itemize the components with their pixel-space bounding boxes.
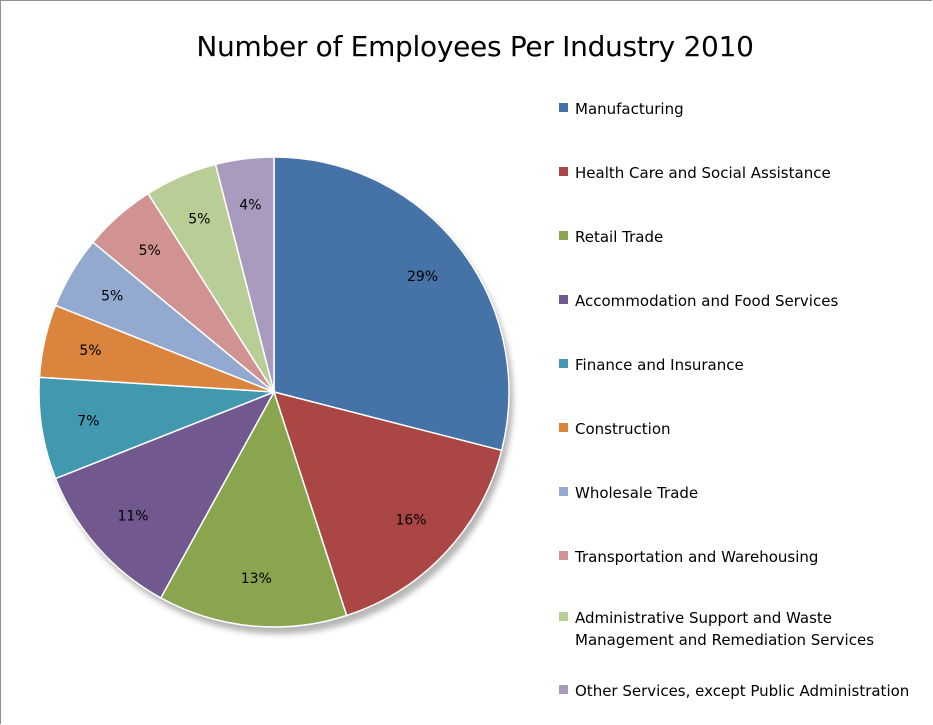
pie-slice-1 xyxy=(273,156,510,452)
legend-label: Health Care and Social Assistance xyxy=(575,164,831,182)
legend-swatch xyxy=(559,551,568,560)
slice-label-8: 5% xyxy=(139,243,161,259)
legend-label: Transportation and Warehousing xyxy=(575,548,819,566)
chart-title: Number of Employees Per Industry 2010 xyxy=(196,30,754,63)
slice-label-9: 5% xyxy=(188,212,210,228)
legend-swatch xyxy=(559,359,568,368)
legend-label: Accommodation and Food Services xyxy=(575,292,839,310)
legend-swatch xyxy=(559,167,568,176)
legend-swatch xyxy=(559,103,568,112)
legend-swatch xyxy=(559,487,568,496)
legend-label: Construction xyxy=(575,420,671,438)
legend-label: Manufacturing xyxy=(575,100,684,118)
pie-slice-2 xyxy=(272,390,503,617)
slice-label-7: 5% xyxy=(101,288,123,304)
legend-swatch xyxy=(559,423,568,432)
legend-label: Administrative Support and Waste Managem… xyxy=(575,609,875,649)
pie-slice-4 xyxy=(54,390,276,599)
pie-slice-3 xyxy=(159,390,348,628)
legend-label: Other Services, except Public Administra… xyxy=(575,682,910,700)
slice-label-6: 5% xyxy=(79,343,101,359)
legend-swatch xyxy=(559,231,568,240)
legend-label: Finance and Insurance xyxy=(575,356,744,374)
slice-label-1: 29% xyxy=(407,269,438,285)
legend-swatch xyxy=(559,612,568,621)
slice-label-3: 13% xyxy=(241,571,272,587)
pie-slice-10 xyxy=(214,156,275,393)
legend-swatch xyxy=(559,295,568,304)
slice-label-10: 4% xyxy=(239,198,261,214)
pie-data-labels: 29% 16% 13% 11% 7% 5% 5% 5% 5% 4% xyxy=(77,198,438,588)
pie-slice-5 xyxy=(38,376,275,480)
legend-label: Retail Trade xyxy=(575,228,664,246)
slice-label-2: 16% xyxy=(395,513,426,529)
slice-label-4: 11% xyxy=(117,508,148,524)
slice-label-5: 7% xyxy=(77,413,99,429)
legend-swatch xyxy=(559,685,568,694)
legend-label: Wholesale Trade xyxy=(575,484,699,502)
pie-slices xyxy=(38,156,510,628)
